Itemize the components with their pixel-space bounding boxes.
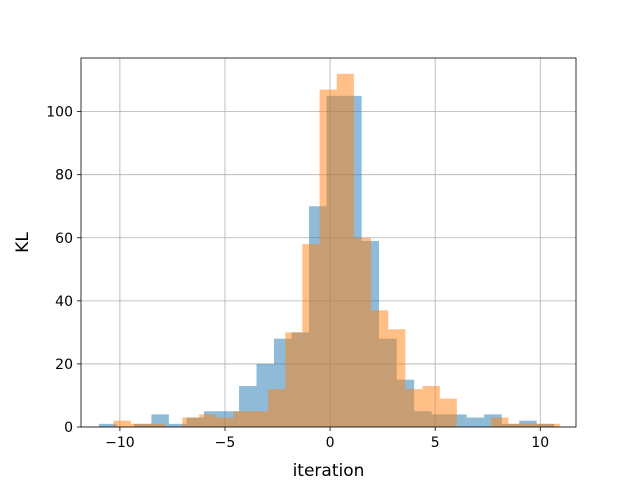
histogram-bar-series-2 — [233, 411, 251, 427]
histogram-bar-series-2 — [113, 420, 131, 427]
y-tick-label: 60 — [55, 231, 73, 247]
histogram-bar-series-2 — [405, 389, 423, 427]
histogram-bar-series-2 — [491, 417, 509, 427]
x-tick-label: 0 — [326, 435, 335, 451]
histogram-bar-series-2 — [439, 398, 457, 427]
histogram-bar-series-2 — [147, 423, 166, 427]
histogram-bar-series-1 — [466, 417, 485, 427]
histogram-bar-series-2 — [353, 237, 372, 427]
x-axis-label: iteration — [293, 461, 365, 480]
histogram-bar-series-2 — [130, 423, 148, 427]
histogram-bar-series-2 — [336, 73, 354, 428]
plot-frame — [80, 57, 577, 428]
histogram-bar-series-2 — [285, 332, 303, 427]
histogram-bar-series-2 — [250, 411, 269, 427]
y-tick-label: 80 — [55, 168, 73, 184]
x-tick-label: 10 — [531, 435, 549, 451]
histogram-bar-series-2 — [182, 417, 200, 427]
x-tick-label: −5 — [215, 435, 236, 451]
histogram-bar-series-2 — [542, 423, 560, 427]
y-tick-label: 20 — [55, 357, 73, 373]
histogram-bar-series-2 — [422, 386, 440, 427]
histogram-bars — [98, 73, 560, 428]
histogram-bar-series-2 — [508, 423, 526, 427]
histogram-bar-series-2 — [319, 89, 337, 428]
histogram-bar-series-2 — [199, 414, 217, 427]
histogram-bar-series-1 — [168, 423, 187, 427]
y-axis-label: KL — [13, 232, 33, 253]
histogram-bar-series-2 — [388, 329, 406, 427]
y-tick-label: 0 — [64, 420, 73, 436]
histogram-bar-series-2 — [371, 310, 389, 427]
histogram-bar-series-2 — [525, 423, 543, 427]
y-tick-label: 40 — [55, 294, 73, 310]
histogram-bar-series-2 — [268, 389, 286, 427]
histogram-bar-series-2 — [302, 244, 320, 427]
x-tick-label: 5 — [431, 435, 440, 451]
x-tick-label: −10 — [105, 435, 135, 451]
histogram-bar-series-1 — [98, 423, 117, 427]
histogram-bar-series-2 — [216, 417, 234, 427]
y-tick-label: 100 — [46, 105, 73, 121]
